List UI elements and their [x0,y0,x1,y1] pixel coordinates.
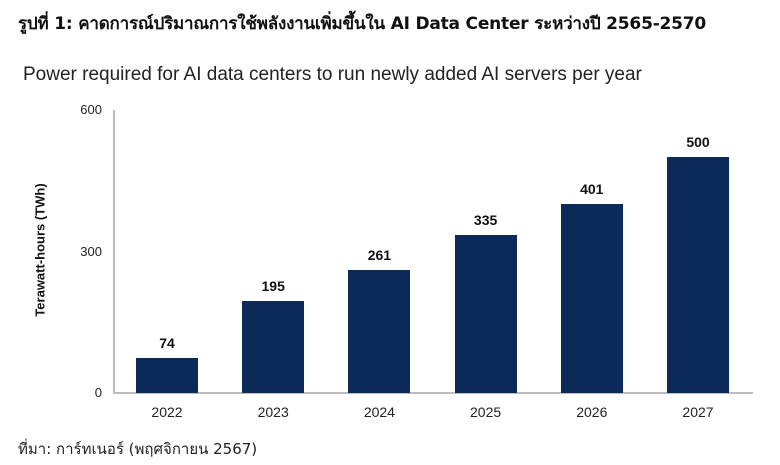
bar-2027 [667,157,729,393]
bar-2022 [136,358,198,393]
bar-value-label: 195 [261,278,285,295]
bar-value-label: 74 [159,335,175,352]
x-tick-label: 2025 [470,404,502,420]
bar-2024 [348,269,411,393]
bar-value-label: 335 [473,211,498,228]
y-tick-600: 600 [80,102,102,117]
x-tick-label: 2026 [576,404,608,420]
bar-value-label: 261 [367,246,392,263]
chart-title: Power required for AI data centers to ru… [23,64,642,85]
x-tick-label: 2023 [257,404,289,420]
x-tick-label: 2024 [363,404,395,420]
y-axis-line [113,110,115,394]
x-tick-label: 2027 [682,404,714,420]
x-axis-line [113,392,753,394]
y-tick-300: 300 [80,244,102,259]
bar-2023 [242,301,305,393]
y-tick-0: 0 [94,385,102,400]
figure-caption: รูปที่ 1: คาดการณ์ปริมาณการใช้พลังงานเพิ… [18,14,707,34]
bar-2025 [454,234,517,393]
y-axis-label: Terawatt-hours (TWh) [32,183,48,317]
bar-2026 [560,203,623,393]
bar-value-label: 401 [580,180,604,197]
bar-value-label: 500 [686,134,710,151]
x-tick-label: 2022 [151,404,183,420]
source-note: ที่มา: การ์ทเนอร์ (พฤศจิกายน 2567) [18,440,258,458]
